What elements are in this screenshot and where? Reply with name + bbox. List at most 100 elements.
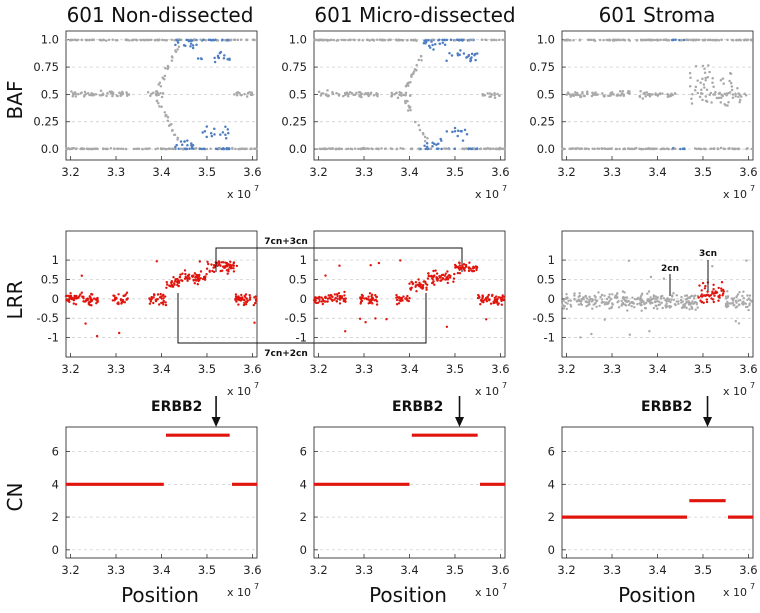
data-point xyxy=(433,142,436,146)
x-tick-label: 3.3 xyxy=(603,362,621,376)
data-point xyxy=(596,147,599,150)
data-point xyxy=(701,92,704,96)
data-point xyxy=(618,90,622,93)
data-point xyxy=(165,286,168,289)
data-point xyxy=(158,105,161,108)
data-point xyxy=(673,92,677,96)
data-point xyxy=(202,277,205,281)
data-point xyxy=(219,50,223,54)
data-point xyxy=(359,300,363,304)
y-tick-label: 0 xyxy=(548,543,555,557)
data-point xyxy=(327,147,331,150)
data-point xyxy=(164,303,168,307)
x-axis-label-micro-dissected: Position xyxy=(369,583,447,607)
data-point xyxy=(467,269,471,273)
y-tick-label: 6 xyxy=(52,445,59,459)
data-point xyxy=(164,66,167,70)
data-point xyxy=(599,295,602,299)
data-point xyxy=(501,38,505,42)
data-point xyxy=(641,299,644,302)
data-point xyxy=(493,96,497,99)
y-tick-label: 1.0 xyxy=(41,33,59,47)
data-point xyxy=(229,264,232,267)
data-point xyxy=(501,298,504,302)
data-point xyxy=(196,274,199,277)
data-point xyxy=(622,93,626,96)
data-point xyxy=(725,295,728,298)
data-point xyxy=(744,302,747,305)
data-point xyxy=(750,300,753,303)
y-tick-label: 6 xyxy=(300,445,307,459)
data-point xyxy=(253,296,256,299)
data-point xyxy=(182,147,185,150)
data-point xyxy=(701,77,704,81)
data-point xyxy=(728,79,731,83)
data-point xyxy=(314,296,317,299)
data-point xyxy=(738,100,741,104)
data-point xyxy=(408,282,411,285)
data-point xyxy=(404,84,408,88)
data-point xyxy=(644,95,647,98)
data-point xyxy=(166,119,170,123)
data-point xyxy=(322,92,325,95)
data-point xyxy=(343,290,346,294)
data-point xyxy=(407,81,411,84)
data-point xyxy=(451,130,454,134)
data-point xyxy=(150,298,153,301)
data-point xyxy=(361,38,364,42)
data-point xyxy=(445,38,449,42)
data-point xyxy=(134,147,138,151)
data-point xyxy=(500,147,504,150)
data-point xyxy=(719,79,723,82)
data-point xyxy=(197,278,201,282)
data-point xyxy=(649,302,652,305)
data-point xyxy=(345,147,348,151)
data-point xyxy=(437,142,440,145)
data-point xyxy=(582,298,585,301)
data-point xyxy=(254,299,258,302)
data-point xyxy=(748,304,751,307)
data-point xyxy=(655,304,658,308)
data-point xyxy=(708,70,711,74)
data-point xyxy=(578,292,581,295)
x-tick-label: 3.3 xyxy=(107,165,125,179)
data-point xyxy=(118,331,121,335)
data-point xyxy=(423,144,426,148)
data-point xyxy=(186,143,189,147)
data-point xyxy=(736,87,739,90)
plot-frame xyxy=(313,426,506,559)
data-point xyxy=(642,147,645,151)
data-point xyxy=(195,43,198,46)
data-point xyxy=(338,264,341,267)
data-point xyxy=(651,93,654,96)
y-tick-label: 0.0 xyxy=(289,142,307,156)
data-point xyxy=(125,291,129,294)
data-point xyxy=(699,81,702,84)
data-point xyxy=(646,292,649,295)
data-point xyxy=(174,43,177,47)
y-tick-label: 0 xyxy=(548,292,555,306)
data-point xyxy=(639,297,643,300)
data-point xyxy=(705,100,709,103)
data-point xyxy=(666,95,670,99)
data-point xyxy=(481,94,485,97)
data-point xyxy=(122,147,125,151)
data-point xyxy=(687,302,691,305)
data-point xyxy=(345,91,349,94)
data-point xyxy=(67,147,70,150)
data-point xyxy=(626,309,629,312)
data-point xyxy=(413,120,417,124)
data-point xyxy=(692,297,696,300)
data-point xyxy=(688,296,691,299)
data-point xyxy=(324,295,327,298)
data-point xyxy=(160,105,163,108)
data-point xyxy=(475,52,479,55)
y-tick-label: 0.5 xyxy=(41,87,59,101)
data-point xyxy=(368,39,371,42)
data-point xyxy=(200,57,203,61)
data-point xyxy=(616,93,620,96)
y-tick-label: 2 xyxy=(548,510,555,524)
cn-panel-micro-dissected: 0 2 4 6 3.2 3.3 3.4 3.5 3.6 x 10 7 xyxy=(300,396,510,599)
data-point xyxy=(441,277,444,280)
data-point xyxy=(577,295,580,298)
